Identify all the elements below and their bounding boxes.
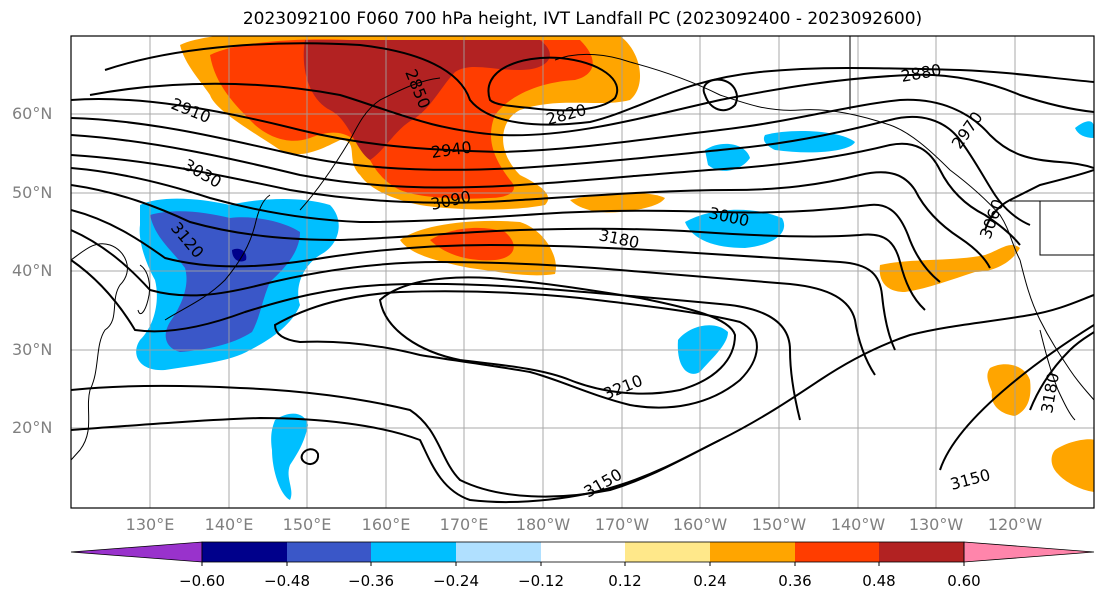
contour-3150-south <box>71 416 721 504</box>
colorbar-bin <box>541 542 625 562</box>
contour-2970 <box>71 134 1021 246</box>
negative-anomaly-gulf-patch <box>685 209 785 248</box>
contour-3120 <box>71 229 876 376</box>
contour-3150-north <box>71 259 801 421</box>
lat-label-30n: 30°N <box>12 340 53 359</box>
contour-3210 <box>378 276 737 395</box>
contour-2910 <box>71 98 1094 169</box>
height-contours <box>71 42 1094 504</box>
lat-label-20n: 20°N <box>12 418 53 437</box>
lon-label: 150°E <box>282 515 332 534</box>
contour-2880 <box>89 73 1094 137</box>
colorbar-bin <box>710 542 795 562</box>
colorbar-bin <box>202 542 287 562</box>
positive-anomaly-gulf-patch <box>570 192 665 213</box>
map-title: 2023092100 F060 700 hPa height, IVT Land… <box>242 9 923 29</box>
contour-closed-small-ph <box>300 448 320 465</box>
colorbar-tick-label: 0.48 <box>862 572 896 590</box>
colorbar-tick-label: −0.24 <box>433 572 479 590</box>
colorbar-tick-label: 0.24 <box>693 572 727 590</box>
coast-asia-mainland <box>71 243 128 461</box>
lat-label-50n: 50°N <box>12 183 53 202</box>
ivt-anomaly-fills <box>136 36 1094 500</box>
coast-us-west <box>1019 259 1094 401</box>
colorbar-tick-label: −0.48 <box>264 572 310 590</box>
lon-label: 120°W <box>987 515 1043 534</box>
colorbar-bin <box>456 542 541 562</box>
negative-anomaly-aleutian-patch-2 <box>763 130 855 153</box>
lon-label: 130°W <box>908 515 964 534</box>
coast-korea <box>137 264 151 315</box>
coast-baja <box>1039 329 1076 421</box>
contour-3060-east <box>984 169 1094 231</box>
contour-3030 <box>71 167 941 283</box>
colorbar-tick-label: −0.12 <box>518 572 564 590</box>
contour-3180-a <box>273 290 758 409</box>
colorbar <box>70 541 1095 566</box>
coast-japan <box>164 194 271 321</box>
negative-anomaly-east-asia-core <box>232 248 247 262</box>
colorbar-tick-label: 0.12 <box>608 572 642 590</box>
colorbar-extend-high <box>963 541 1095 563</box>
contour-3180-east <box>1029 331 1094 411</box>
contour-3090 <box>71 209 896 351</box>
contour-3150-east <box>939 324 1094 471</box>
coast-kamchatka <box>299 77 441 211</box>
colorbar-tick-label: 0.36 <box>778 572 812 590</box>
colorbar-bin <box>287 542 371 562</box>
colorbar-bin <box>879 542 964 562</box>
colorbar-tick-label: 0.60 <box>947 572 981 590</box>
negative-anomaly-canada-patch <box>1075 121 1094 138</box>
contour-3000 <box>71 154 991 269</box>
contour-3060 <box>71 184 926 311</box>
colorbar-bin <box>371 542 456 562</box>
colorbar-extend-low <box>70 541 203 563</box>
positive-anomaly-bering-core <box>303 40 550 160</box>
contour-2940 <box>71 116 1031 226</box>
contour-2820 <box>487 56 618 112</box>
contour-3180-b <box>71 294 1094 498</box>
lon-label: 180°W <box>515 515 571 534</box>
positive-anomaly-mid-pacific-inner <box>430 227 514 261</box>
positive-anomaly-west-coast <box>879 245 1020 292</box>
lon-label: 160°E <box>361 515 411 534</box>
colorbar-bin <box>625 542 710 562</box>
lon-label: 170°E <box>439 515 489 534</box>
lon-label: 150°W <box>751 515 807 534</box>
lon-label: 160°W <box>672 515 728 534</box>
map-frame <box>70 35 1095 509</box>
lon-label: 170°W <box>594 515 650 534</box>
contour-2850 <box>104 42 1094 126</box>
lat-label-40n: 40°N <box>12 261 53 280</box>
negative-anomaly-east-asia-inner <box>150 211 300 352</box>
negative-anomaly-philippine-patch <box>271 413 308 500</box>
border-province <box>1039 201 1094 256</box>
lat-label-60n: 60°N <box>12 104 53 123</box>
positive-anomaly-southeast <box>1051 439 1094 492</box>
lon-label: 140°W <box>830 515 886 534</box>
contour-closed-low-west <box>702 78 738 112</box>
colorbar-bin <box>795 542 879 562</box>
colorbar-tick-label: −0.36 <box>348 572 394 590</box>
colorbar-tick-label: −0.60 <box>179 572 225 590</box>
lon-label: 140°E <box>204 515 254 534</box>
colorbar-outline <box>201 541 965 563</box>
lon-label: 130°E <box>125 515 175 534</box>
